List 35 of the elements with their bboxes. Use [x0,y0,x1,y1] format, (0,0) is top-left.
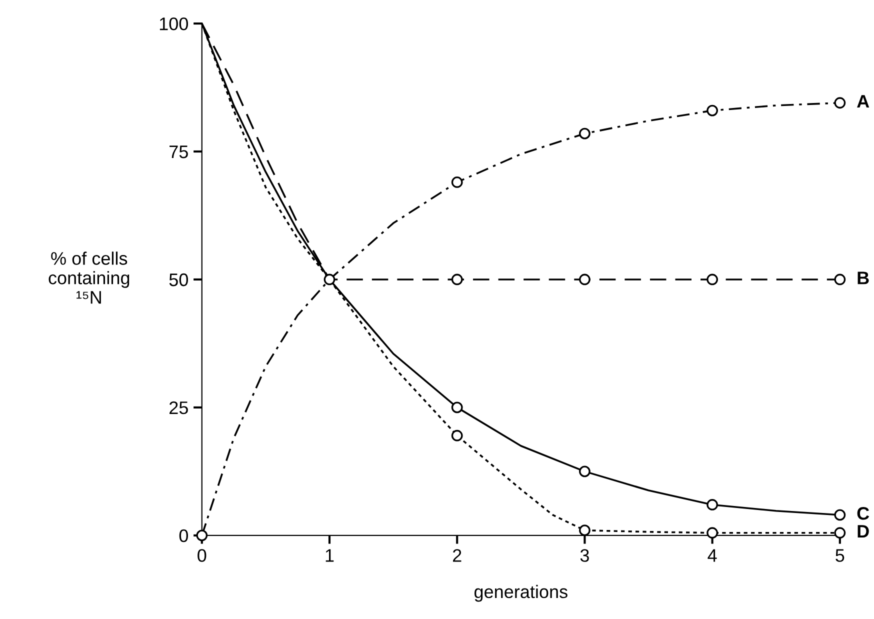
point [706,104,718,116]
point [706,499,718,510]
point [196,530,208,542]
point [834,97,846,109]
point [834,509,846,521]
point [834,527,846,539]
point [706,274,718,286]
y-tick-label: 50 [169,273,188,286]
x-tick-label: 5 [836,549,844,562]
point [579,128,590,140]
point [451,274,463,286]
point [579,466,590,478]
y-tick-label: 75 [170,146,188,158]
y-tick-label: 0 [179,529,188,542]
series-label: C [857,507,870,520]
series-label: A [857,95,870,108]
x-tick-label: 2 [452,549,462,562]
series-label: B [858,272,869,284]
point [579,274,590,286]
y-axis-title: % of cells containing ¹⁵N [48,252,130,304]
point [324,274,336,286]
point [706,527,718,539]
x-tick-label: 0 [198,549,206,562]
point [451,176,463,188]
series-label: D [858,525,869,538]
y-tick-label: 100 [160,17,188,30]
x-axis-title: generations [474,584,568,602]
point [451,402,463,414]
x-tick-label: 4 [708,549,717,562]
x-tick-label: 1 [326,549,334,562]
y-tick-label: 25 [170,401,188,414]
point [579,524,590,536]
point [451,430,463,442]
point [834,274,846,286]
x-tick-label: 3 [580,549,589,562]
